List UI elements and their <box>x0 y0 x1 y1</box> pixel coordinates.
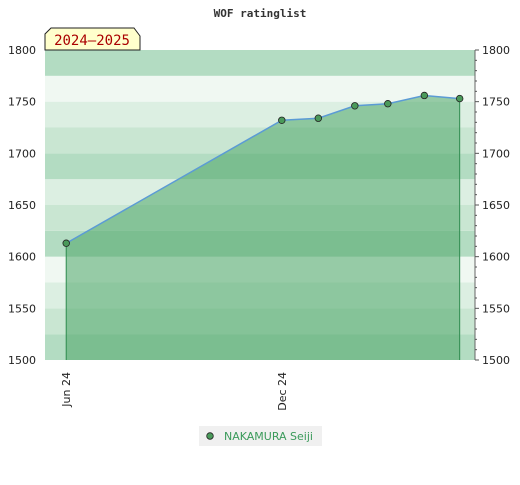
y-tick-label-right: 1750 <box>482 96 510 109</box>
legend-label: NAKAMURA Seiji <box>224 430 313 443</box>
y-tick-label-left: 1750 <box>8 96 36 109</box>
y-tick-label-left: 1800 <box>8 44 36 57</box>
data-point <box>420 91 429 100</box>
data-point <box>314 114 323 122</box>
season-badge: 2024–2025 <box>44 27 141 51</box>
y-tick-label-right: 1800 <box>482 44 510 57</box>
y-tick-label-left: 1500 <box>8 354 36 367</box>
y-tick-label-right: 1500 <box>482 354 510 367</box>
data-point <box>62 239 70 247</box>
x-tick-label: Jun 24 <box>60 372 73 408</box>
y-tick-label-left: 1700 <box>8 147 36 160</box>
season-badge-shape <box>44 27 141 51</box>
y-tick-label-left: 1650 <box>8 199 36 212</box>
area-layer <box>62 91 464 360</box>
x-axis: Jun 24 Dec 24 <box>60 372 289 411</box>
y-tick-label-right: 1650 <box>482 199 510 212</box>
data-point <box>278 116 286 124</box>
y-axis-left: 1500 1550 1600 1650 1700 1750 1800 <box>8 44 36 367</box>
legend-box <box>199 426 322 446</box>
data-point <box>384 100 392 108</box>
chart-title: WOF ratinglist <box>214 7 307 20</box>
legend-marker <box>206 432 214 440</box>
x-tick-label: Dec 24 <box>276 372 289 411</box>
data-point <box>351 102 359 110</box>
legend[interactable]: NAKAMURA Seiji <box>199 426 322 446</box>
y-tick-label-left: 1600 <box>8 251 36 264</box>
season-badge-label: 2024–2025 <box>54 33 130 49</box>
y-tick-label-right: 1700 <box>482 147 510 160</box>
y-axis-right: 1500 1550 1600 1650 1700 1750 1800 <box>474 44 510 367</box>
y-tick-label-left: 1550 <box>8 302 36 315</box>
y-tick-label-right: 1550 <box>482 302 510 315</box>
data-point <box>455 94 464 103</box>
background-band <box>45 75 475 102</box>
series-area <box>66 95 460 360</box>
y-tick-label-right: 1600 <box>482 251 510 264</box>
background-band <box>45 50 475 76</box>
